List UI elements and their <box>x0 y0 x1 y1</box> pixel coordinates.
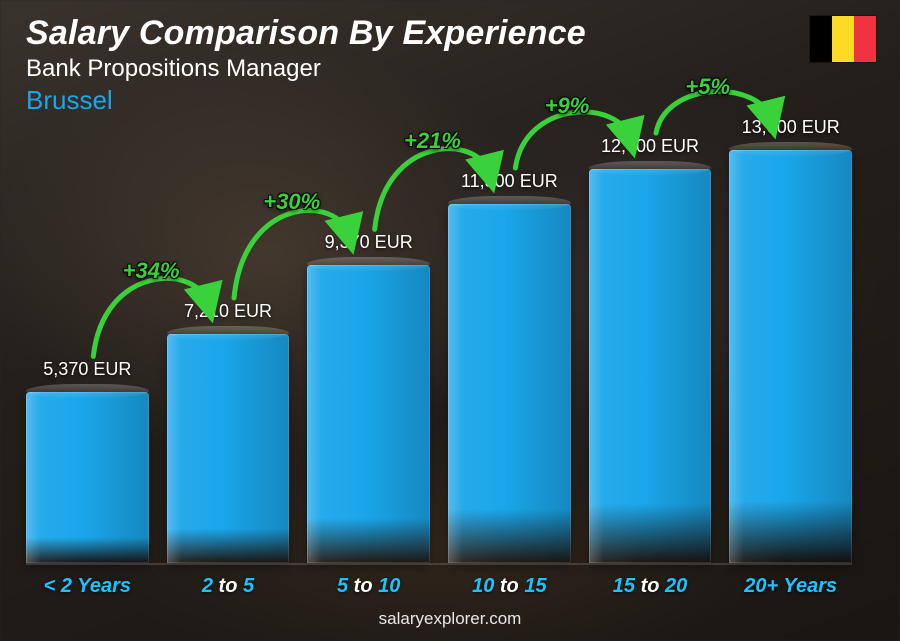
x-label: 2 to 5 <box>202 575 254 598</box>
page-title: Salary Comparison By Experience <box>26 14 586 53</box>
bar <box>167 334 290 563</box>
delta-badge: +34% <box>123 258 180 284</box>
value-label: 7,210 EUR <box>184 301 272 322</box>
bar-column: 9,370 EUR5 to 10 <box>307 150 430 563</box>
flag-belgium <box>810 16 876 62</box>
value-label: 5,370 EUR <box>43 359 131 380</box>
value-label: 9,370 EUR <box>325 232 413 253</box>
bar <box>729 150 852 563</box>
x-label: 20+ Years <box>744 575 837 598</box>
flag-stripe-3 <box>854 16 876 62</box>
delta-badge: +21% <box>404 128 461 154</box>
value-label: 13,000 EUR <box>742 117 840 138</box>
page-subtitle: Bank Propositions Manager <box>26 55 586 83</box>
bar <box>448 204 571 563</box>
bar <box>307 265 430 563</box>
bar <box>26 392 149 563</box>
bar <box>589 169 712 563</box>
value-label: 11,300 EUR <box>461 171 558 192</box>
x-label: 15 to 20 <box>613 575 688 598</box>
city-label: Brussel <box>26 85 586 116</box>
bars-container: 5,370 EUR< 2 Years7,210 EUR2 to 59,370 E… <box>26 150 852 563</box>
bar-column: 13,000 EUR20+ Years <box>729 150 852 563</box>
x-label: < 2 Years <box>44 575 131 598</box>
bar-column: 12,400 EUR15 to 20 <box>589 150 712 563</box>
title-block: Salary Comparison By Experience Bank Pro… <box>26 14 586 116</box>
baseline-rule <box>26 563 852 565</box>
x-label: 10 to 15 <box>472 575 547 598</box>
bar-column: 11,300 EUR10 to 15 <box>448 150 571 563</box>
footer-credit: salaryexplorer.com <box>0 609 900 629</box>
value-label: 12,400 EUR <box>601 136 699 157</box>
flag-stripe-1 <box>810 16 832 62</box>
x-label: 5 to 10 <box>337 575 400 598</box>
delta-badge: +5% <box>685 74 730 100</box>
bar-chart: 5,370 EUR< 2 Years7,210 EUR2 to 59,370 E… <box>26 150 852 563</box>
flag-stripe-2 <box>832 16 854 62</box>
bar-column: 5,370 EUR< 2 Years <box>26 150 149 563</box>
delta-badge: +30% <box>263 189 320 215</box>
delta-badge: +9% <box>545 93 590 119</box>
chart-frame: Salary Comparison By Experience Bank Pro… <box>0 0 900 641</box>
